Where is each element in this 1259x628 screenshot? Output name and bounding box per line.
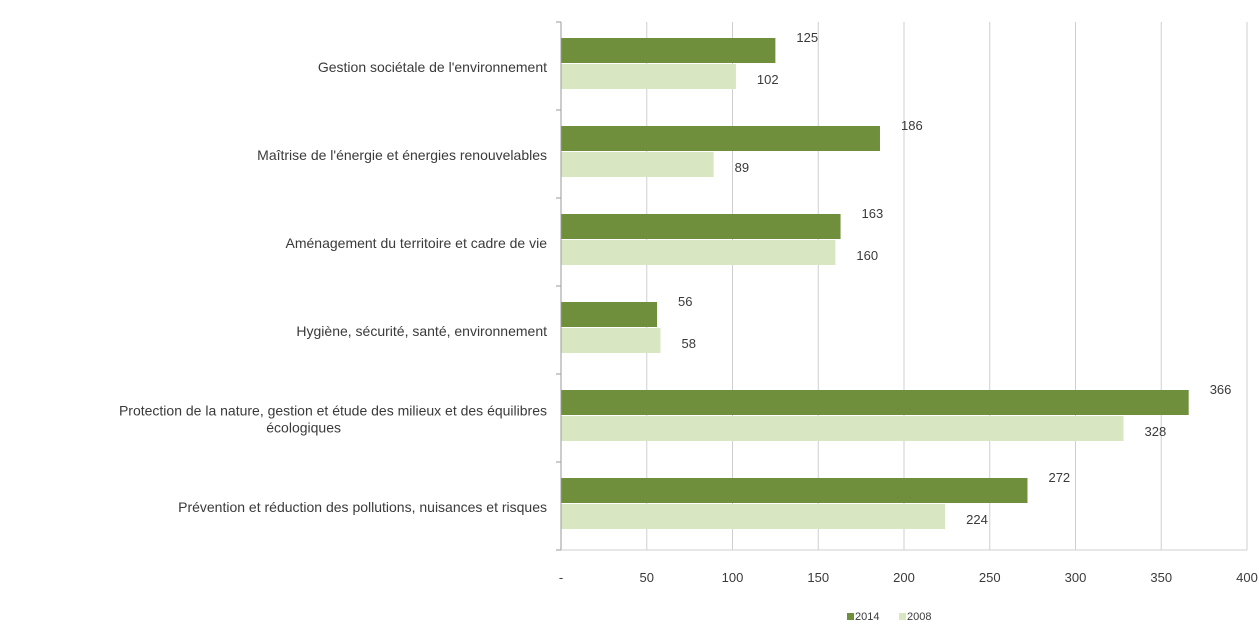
legend: 2014 2008 bbox=[847, 611, 931, 623]
x-tick-label: 200 bbox=[893, 570, 915, 585]
category-label-line: Gestion sociétale de l'environnement bbox=[318, 59, 547, 75]
x-tick-label: 150 bbox=[807, 570, 829, 585]
category-label-line: Prévention et réduction des pollutions, … bbox=[178, 499, 547, 515]
legend-swatch-2008 bbox=[899, 613, 906, 620]
category-label-line: Maîtrise de l'énergie et énergies renouv… bbox=[257, 147, 547, 163]
category-label-1: Maîtrise de l'énergie et énergies renouv… bbox=[257, 147, 547, 163]
data-label-2008-4: 328 bbox=[1145, 424, 1167, 439]
bars bbox=[561, 38, 1189, 529]
bar-2014-3 bbox=[561, 302, 658, 327]
category-label-line: écologiques bbox=[266, 420, 341, 436]
x-tick-label: 300 bbox=[1065, 570, 1087, 585]
x-tick-label: 350 bbox=[1150, 570, 1172, 585]
category-label-2: Aménagement du territoire et cadre de vi… bbox=[286, 235, 548, 251]
x-tick-label: - bbox=[559, 570, 563, 585]
legend-label-2014: 2014 bbox=[855, 611, 879, 623]
category-label-0: Gestion sociétale de l'environnement bbox=[318, 59, 547, 75]
category-label-3: Hygiène, sécurité, santé, environnement bbox=[296, 323, 547, 339]
data-label-2014-5: 272 bbox=[1048, 470, 1070, 485]
data-label-2008-1: 89 bbox=[735, 160, 749, 175]
bar-2008-2 bbox=[561, 240, 836, 265]
data-label-2014-4: 366 bbox=[1210, 382, 1232, 397]
data-label-2008-2: 160 bbox=[856, 248, 878, 263]
gridlines bbox=[646, 22, 1248, 550]
category-label-4: Protection de la nature, gestion et étud… bbox=[119, 403, 547, 436]
data-label-2014-3: 56 bbox=[678, 294, 692, 309]
bar-2008-1 bbox=[561, 152, 714, 177]
data-label-2008-0: 102 bbox=[757, 72, 779, 87]
bar-2008-0 bbox=[561, 64, 736, 89]
x-tick-label: 250 bbox=[979, 570, 1001, 585]
bar-2008-5 bbox=[561, 504, 946, 529]
tick-labels: - 50 100 150 200 250 300 350 400 bbox=[559, 570, 1258, 585]
bar-2014-1 bbox=[561, 126, 880, 151]
legend-label-2008: 2008 bbox=[907, 611, 931, 623]
data-label-2008-5: 224 bbox=[966, 512, 988, 527]
bar-2008-4 bbox=[561, 416, 1124, 441]
category-labels: Gestion sociétale de l'environnement Maît… bbox=[119, 59, 547, 515]
data-label-2008-3: 58 bbox=[681, 336, 695, 351]
category-label-line: Hygiène, sécurité, santé, environnement bbox=[296, 323, 547, 339]
axes bbox=[556, 21, 1247, 551]
x-tick-label: 100 bbox=[722, 570, 744, 585]
category-label-5: Prévention et réduction des pollutions, … bbox=[178, 499, 547, 515]
data-label-2014-0: 125 bbox=[796, 30, 818, 45]
bar-2014-4 bbox=[561, 390, 1189, 415]
bar-2008-3 bbox=[561, 328, 661, 353]
x-tick-label: 400 bbox=[1236, 570, 1258, 585]
legend-swatch-2014 bbox=[847, 613, 854, 620]
bar-2014-5 bbox=[561, 478, 1028, 503]
bar-2014-2 bbox=[561, 214, 841, 239]
bar-2014-0 bbox=[561, 38, 776, 63]
data-label-2014-2: 163 bbox=[862, 206, 884, 221]
category-label-line: Protection de la nature, gestion et étud… bbox=[119, 403, 547, 419]
data-labels: 125 186 163 56 366 272 102 89 160 58 328 224 bbox=[678, 30, 1231, 527]
category-label-line: Aménagement du territoire et cadre de vi… bbox=[286, 235, 548, 251]
data-label-2014-1: 186 bbox=[901, 118, 923, 133]
x-tick-label: 50 bbox=[640, 570, 654, 585]
